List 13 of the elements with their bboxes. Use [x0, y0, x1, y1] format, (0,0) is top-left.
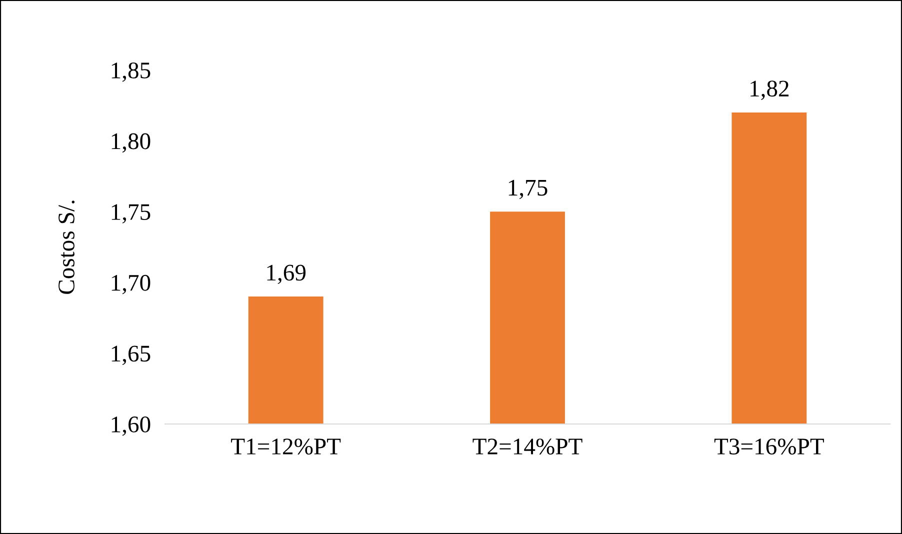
y-tick-label: 1,70 — [112, 274, 150, 294]
y-tick-label: 1,75 — [112, 204, 150, 224]
y-tick-label: 1,65 — [112, 346, 150, 366]
y-axis-title: Costos S/. — [58, 200, 75, 294]
y-tick-label: 1,80 — [112, 133, 150, 153]
data-label: 1,82 — [750, 80, 789, 100]
x-tick-label: T3=16%PT — [714, 438, 824, 455]
data-label: 1,75 — [508, 180, 548, 200]
y-tick-label: 1,60 — [112, 416, 150, 436]
data-label: 1,69 — [267, 264, 306, 284]
x-tick-label: T1=12%PT — [231, 438, 341, 455]
y-tick-label: 1,85 — [112, 62, 150, 82]
x-tick-label: T2=14%PT — [472, 438, 582, 455]
